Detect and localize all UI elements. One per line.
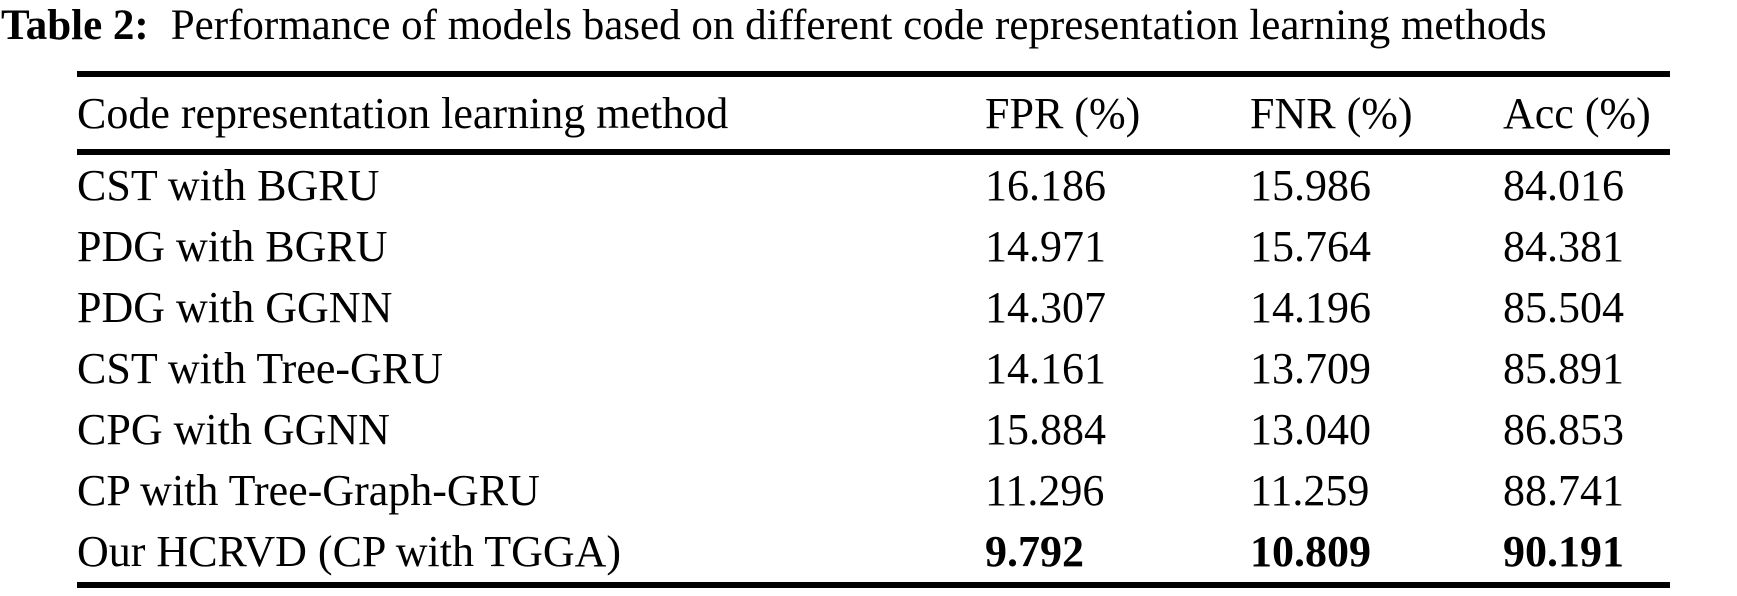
cell-method: PDG with BGRU (77, 222, 388, 271)
table-caption-text: Performance of models based on different… (170, 2, 1547, 49)
table-caption-label: Table 2: (1, 2, 149, 49)
col-header-method: Code representation learning method (77, 74, 985, 155)
col-header-fnr: FNR (%) (1250, 74, 1503, 155)
cell-fnr: 11.259 (1250, 466, 1370, 515)
cell-fpr: 15.884 (985, 405, 1106, 454)
cell-method: Our HCRVD (CP with TGGA) (77, 527, 622, 576)
cell-acc: 86.853 (1503, 405, 1624, 454)
col-header-acc: Acc (%) (1503, 74, 1670, 155)
table-caption: Table 2: Performance of models based on d… (1, 2, 1547, 50)
cell-method: CPG with GGNN (77, 405, 390, 454)
cell-fpr: 14.307 (985, 283, 1106, 332)
cell-acc: 85.504 (1503, 283, 1624, 332)
cell-fnr: 14.196 (1250, 283, 1371, 332)
cell-fnr: 13.040 (1250, 405, 1371, 454)
cell-fpr: 11.296 (985, 466, 1105, 515)
cell-method: CP with Tree-Graph-GRU (77, 466, 540, 515)
results-table: Code representation learning method FPR … (77, 71, 1670, 588)
cell-fnr: 13.709 (1250, 344, 1371, 393)
cell-method: PDG with GGNN (77, 283, 393, 332)
table-row-highlight: Our HCRVD (CP with TGGA) 9.792 10.809 90… (77, 521, 1670, 585)
cell-fnr: 15.764 (1250, 222, 1371, 271)
table-row: CST with BGRU 16.186 15.986 84.016 (77, 152, 1670, 216)
cell-fpr-best: 9.792 (985, 527, 1084, 576)
table-row: PDG with GGNN 14.307 14.196 85.504 (77, 277, 1670, 338)
table-row: CPG with GGNN 15.884 13.040 86.853 (77, 399, 1670, 460)
col-header-fpr: FPR (%) (985, 74, 1250, 155)
cell-fpr: 14.161 (985, 344, 1106, 393)
cell-method: CST with Tree-GRU (77, 344, 443, 393)
table-row: CP with Tree-Graph-GRU 11.296 11.259 88.… (77, 460, 1670, 521)
header-row: Code representation learning method FPR … (77, 74, 1670, 155)
cell-acc: 85.891 (1503, 344, 1624, 393)
cell-fnr-best: 10.809 (1250, 527, 1371, 576)
results-table-container: Code representation learning method FPR … (77, 71, 1670, 588)
cell-fpr: 16.186 (985, 161, 1106, 210)
cell-fnr: 15.986 (1250, 161, 1371, 210)
table-row: CST with Tree-GRU 14.161 13.709 85.891 (77, 338, 1670, 399)
cell-method: CST with BGRU (77, 161, 380, 210)
cell-acc: 84.016 (1503, 161, 1624, 210)
table-row: PDG with BGRU 14.971 15.764 84.381 (77, 216, 1670, 277)
cell-fpr: 14.971 (985, 222, 1106, 271)
cell-acc-best: 90.191 (1503, 527, 1624, 576)
cell-acc: 84.381 (1503, 222, 1624, 271)
cell-acc: 88.741 (1503, 466, 1624, 515)
